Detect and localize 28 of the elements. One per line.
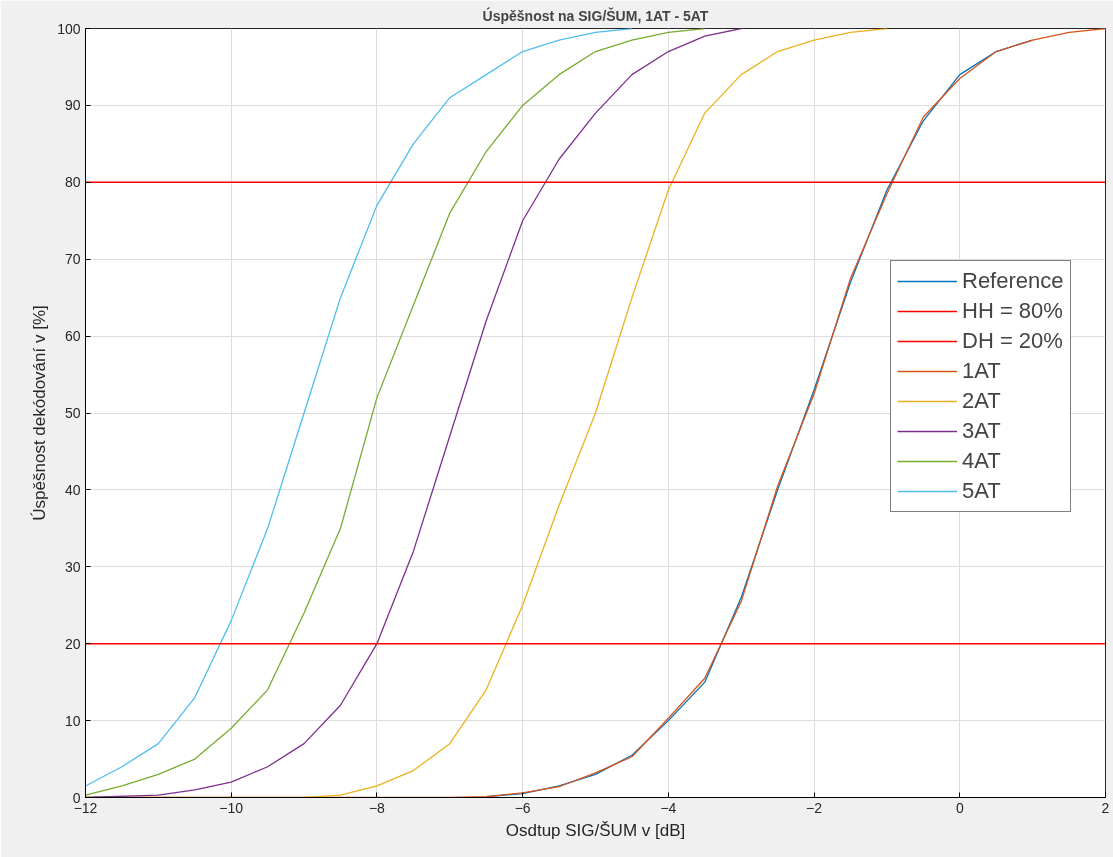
x-tick-label: 0 (955, 799, 964, 816)
y-tick-label: 20 (64, 635, 81, 652)
x-tick-label: −8 (368, 799, 386, 816)
x-axis-title: Osdtup SIG/ŠUM v [dB] (505, 820, 686, 840)
legend-label: 4AT (962, 447, 1001, 475)
y-tick-label: 100 (57, 20, 81, 37)
y-tick-label: 60 (64, 328, 81, 345)
legend-label: 2AT (962, 387, 1001, 415)
y-tick-label: 80 (64, 174, 81, 191)
legend-label: Reference (962, 267, 1064, 295)
y-tick-label: 10 (64, 712, 81, 729)
y-tick-label: 30 (64, 558, 81, 575)
x-tick-label: −10 (219, 799, 244, 816)
legend-label: 3AT (962, 417, 1001, 445)
y-tick-label: 50 (64, 405, 81, 421)
y-tick-label: 70 (64, 251, 81, 268)
x-tick-label: −4 (660, 799, 677, 816)
x-tick-label: −6 (514, 799, 531, 816)
legend-label: DH = 20% (962, 327, 1063, 355)
legend-label: 1AT (962, 357, 1001, 385)
legend-label: HH = 80% (962, 297, 1063, 325)
y-tick-label: 90 (64, 97, 81, 114)
y-tick-label: 40 (64, 481, 81, 498)
chart-title: Úspěšnost na SIG/ŠUM, 1AT - 5AT (482, 6, 709, 24)
x-tick-label: −2 (806, 799, 823, 816)
legend-label: 5AT (962, 477, 1001, 505)
y-axis-title: Úspěšnost dekódování v [%] (30, 305, 50, 521)
x-tick-label: 2 (1101, 799, 1110, 816)
